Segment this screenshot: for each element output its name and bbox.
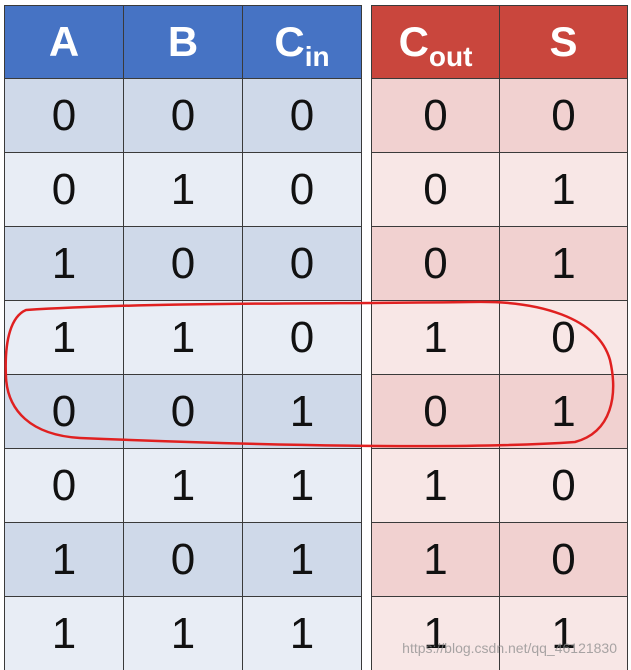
cell-cout: 1 xyxy=(371,448,500,523)
cell-b: 1 xyxy=(123,152,243,227)
cell-a: 0 xyxy=(4,448,124,523)
table-row: 0 1 xyxy=(371,226,628,301)
cell-s: 0 xyxy=(499,522,628,597)
cell-cin: 1 xyxy=(242,596,362,670)
cell-b: 0 xyxy=(123,78,243,153)
header-cout: Cout xyxy=(371,5,500,79)
watermark-text: https://blog.csdn.net/qq_46121830 xyxy=(402,640,617,656)
table-row: 0 0 xyxy=(371,78,628,153)
table-row: 1 0 0 xyxy=(4,226,362,301)
cell-s: 0 xyxy=(499,448,628,523)
cell-cout: 1 xyxy=(371,522,500,597)
cell-s: 0 xyxy=(499,300,628,375)
cell-cin: 1 xyxy=(242,448,362,523)
cell-cin: 0 xyxy=(242,152,362,227)
cell-a: 1 xyxy=(4,522,124,597)
cell-cin: 0 xyxy=(242,226,362,301)
cell-s: 1 xyxy=(499,374,628,449)
table-row: 1 0 1 xyxy=(4,522,362,597)
cell-cout: 0 xyxy=(371,78,500,153)
cell-cout: 0 xyxy=(371,152,500,227)
header-a: A xyxy=(4,5,124,79)
cell-a: 1 xyxy=(4,226,124,301)
table-row: 0 0 1 xyxy=(4,374,362,449)
header-s: S xyxy=(499,5,628,79)
cell-a: 0 xyxy=(4,78,124,153)
table-row: 1 1 0 xyxy=(4,300,362,375)
table-row: 1 1 1 xyxy=(4,596,362,670)
cell-cin: 0 xyxy=(242,78,362,153)
table-row: 0 1 1 xyxy=(4,448,362,523)
cell-cin: 0 xyxy=(242,300,362,375)
header-b: B xyxy=(123,5,243,79)
inputs-header-row: A B Cin xyxy=(4,5,362,79)
cell-b: 1 xyxy=(123,300,243,375)
cell-s: 1 xyxy=(499,596,628,670)
cell-b: 0 xyxy=(123,522,243,597)
cell-a: 0 xyxy=(4,152,124,227)
cell-cin: 1 xyxy=(242,374,362,449)
cell-b: 1 xyxy=(123,596,243,670)
cell-cout: 0 xyxy=(371,226,500,301)
outputs-header-row: Cout S xyxy=(371,5,628,79)
table-row: 1 0 xyxy=(371,300,628,375)
cell-s: 1 xyxy=(499,226,628,301)
table-row: 0 1 0 xyxy=(4,152,362,227)
cell-s: 1 xyxy=(499,152,628,227)
table-row: 0 0 0 xyxy=(4,78,362,153)
table-row: 0 1 xyxy=(371,152,628,227)
cell-a: 0 xyxy=(4,374,124,449)
header-cin: Cin xyxy=(242,5,362,79)
cell-s: 0 xyxy=(499,78,628,153)
table-row: 1 1 xyxy=(371,596,628,670)
cell-b: 1 xyxy=(123,448,243,523)
cell-a: 1 xyxy=(4,596,124,670)
outputs-table: Cout S 0 0 0 1 0 1 1 0 0 1 xyxy=(371,5,628,670)
cell-b: 0 xyxy=(123,226,243,301)
table-row: 1 0 xyxy=(371,522,628,597)
table-row: 1 0 xyxy=(371,448,628,523)
cell-cin: 1 xyxy=(242,522,362,597)
cell-cout: 1 xyxy=(371,300,500,375)
cell-a: 1 xyxy=(4,300,124,375)
cell-cout: 1 xyxy=(371,596,500,670)
cell-b: 0 xyxy=(123,374,243,449)
table-row: 0 1 xyxy=(371,374,628,449)
cell-cout: 0 xyxy=(371,374,500,449)
inputs-table: A B Cin 0 0 0 0 1 0 1 0 0 1 1 xyxy=(4,5,362,670)
